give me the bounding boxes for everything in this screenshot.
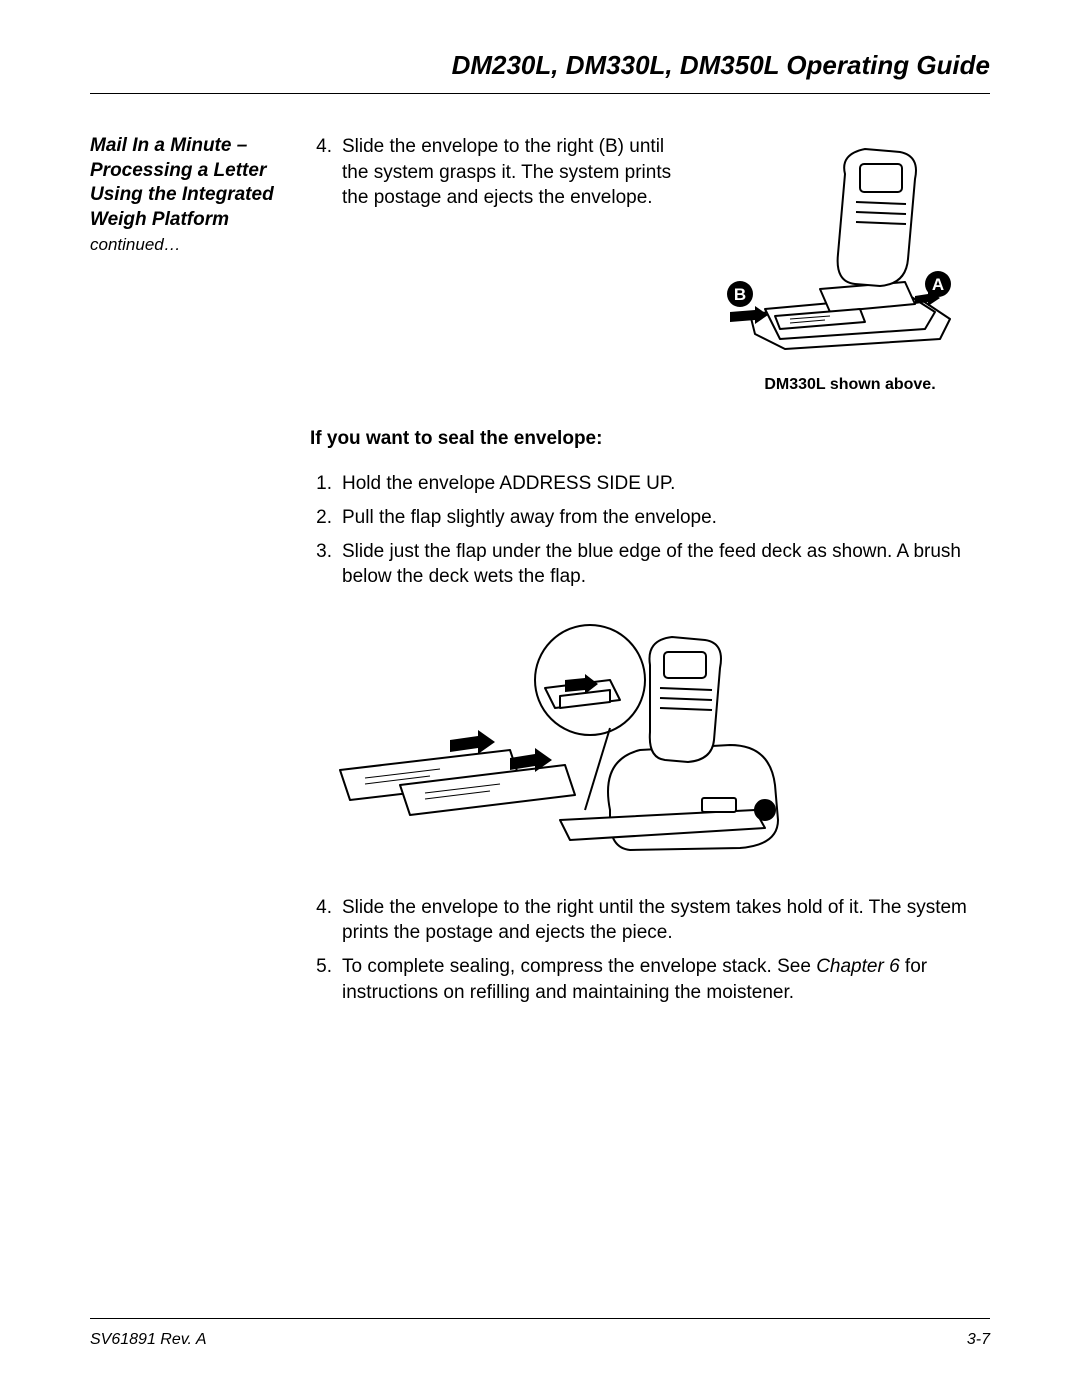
seal-steps-list-2: 4. Slide the envelope to the right until… <box>310 895 990 1006</box>
step-row: 4. Slide the envelope to the right (B) u… <box>310 134 690 211</box>
header-rule <box>90 93 990 94</box>
page-header-title: DM230L, DM330L, DM350L Operating Guide <box>90 50 990 81</box>
step-text: Pull the flap slightly away from the env… <box>342 505 990 531</box>
list-item: 1. Hold the envelope ADDRESS SIDE UP. <box>310 471 990 497</box>
seal-heading: If you want to seal the envelope: <box>310 426 990 452</box>
content-column: 4. Slide the envelope to the right (B) u… <box>310 134 990 1013</box>
figure-1-caption: DM330L shown above. <box>710 374 990 396</box>
step-text: Slide just the flap under the blue edge … <box>342 539 990 590</box>
seal-steps-list-1: 1. Hold the envelope ADDRESS SIDE UP. 2.… <box>310 471 990 590</box>
step-number: 3. <box>310 539 332 590</box>
footer-row: SV61891 Rev. A 3-7 <box>90 1331 990 1349</box>
step-number: 4. <box>310 895 332 946</box>
step4-text-wrap: 4. Slide the envelope to the right (B) u… <box>310 134 690 219</box>
footer-doc-id: SV61891 Rev. A <box>90 1331 207 1349</box>
sidebar: Mail In a Minute – Processing a Letter U… <box>90 134 280 1013</box>
sidebar-continued: continued… <box>90 235 280 255</box>
step-text: Slide the envelope to the right (B) unti… <box>342 134 690 211</box>
footer-rule <box>90 1318 990 1319</box>
list-item: 4. Slide the envelope to the right until… <box>310 895 990 946</box>
label-b: B <box>734 285 746 304</box>
step-number: 2. <box>310 505 332 531</box>
figure-1: B A DM330L shown above. <box>710 134 990 396</box>
step-text: Hold the envelope ADDRESS SIDE UP. <box>342 471 990 497</box>
list-item: 5. To complete sealing, compress the env… <box>310 954 990 1005</box>
meter-illustration-icon: B A <box>710 134 970 364</box>
step5-pre: To complete sealing, compress the envelo… <box>342 956 816 977</box>
list-item: 3. Slide just the flap under the blue ed… <box>310 539 990 590</box>
step-number: 1. <box>310 471 332 497</box>
chapter-reference: Chapter 6 <box>816 956 899 977</box>
figure-2 <box>310 610 990 870</box>
step-text: To complete sealing, compress the envelo… <box>342 954 990 1005</box>
sealing-illustration-icon <box>310 610 810 870</box>
list-item: 2. Pull the flap slightly away from the … <box>310 505 990 531</box>
sidebar-heading: Mail In a Minute – Processing a Letter U… <box>90 134 280 233</box>
label-a: A <box>932 275 944 294</box>
step-number: 4. <box>310 134 332 211</box>
step4-block: 4. Slide the envelope to the right (B) u… <box>310 134 990 396</box>
page-footer: SV61891 Rev. A 3-7 <box>90 1318 990 1349</box>
main-content: Mail In a Minute – Processing a Letter U… <box>90 134 990 1013</box>
footer-page-number: 3-7 <box>967 1331 990 1349</box>
step-text: Slide the envelope to the right until th… <box>342 895 990 946</box>
step-number: 5. <box>310 954 332 1005</box>
